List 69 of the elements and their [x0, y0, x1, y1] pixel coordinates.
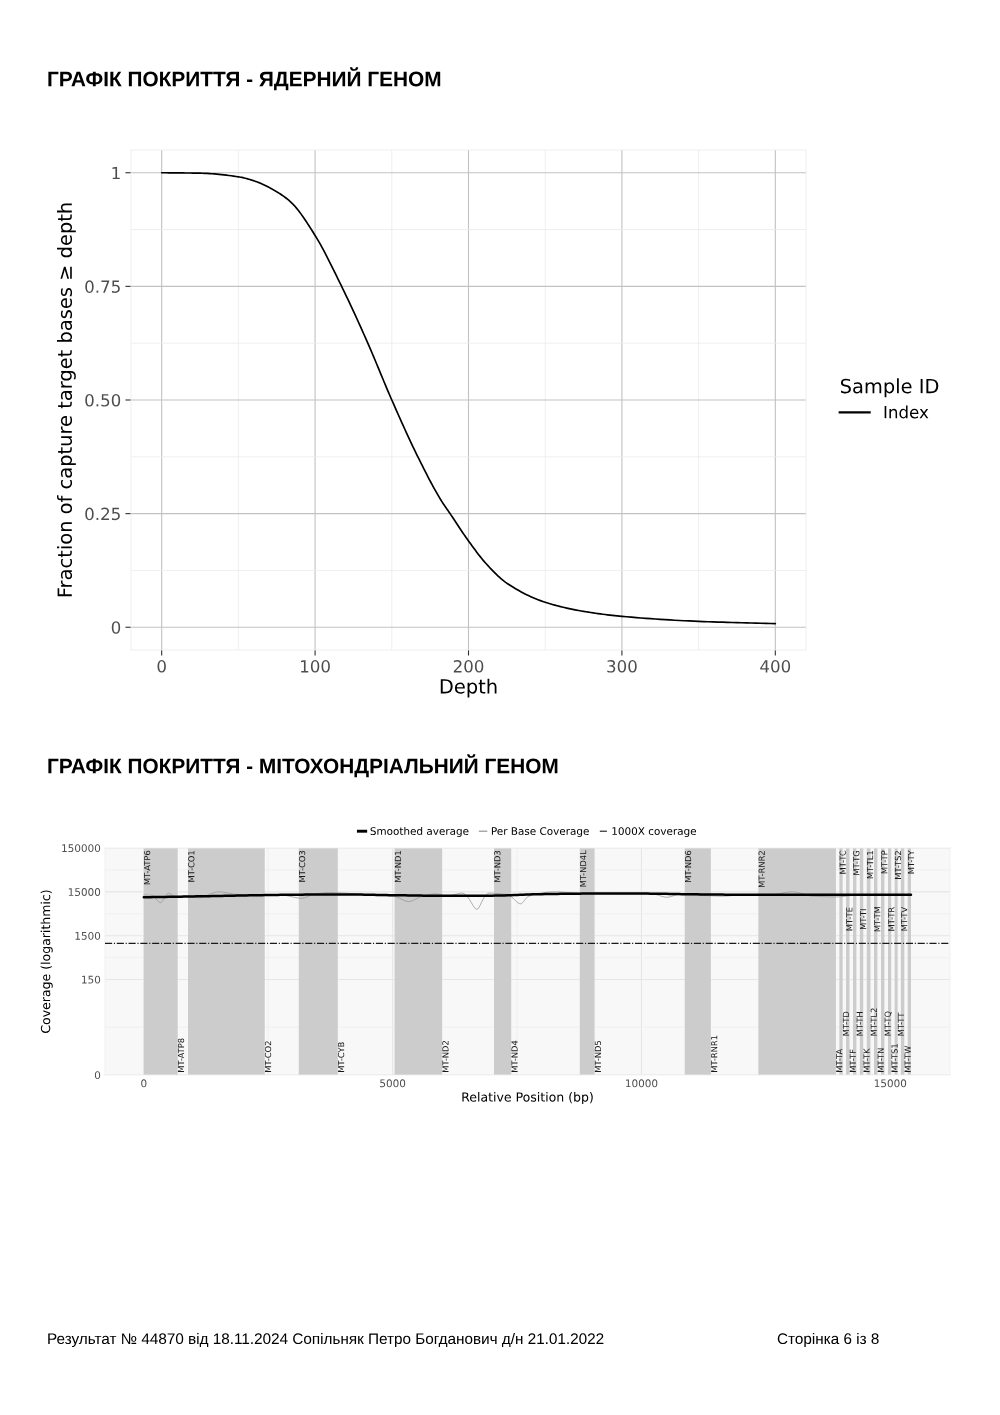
annotation: MT-CYB [337, 1042, 345, 1072]
legend-label: Index [884, 405, 929, 419]
x-tick-label: 5000 [380, 1079, 406, 1088]
band-label: MT-TI [860, 909, 867, 929]
band-label: MT-CO1 [188, 851, 195, 882]
annotation: MT-ND2 [442, 1041, 449, 1072]
band-label: MT-ND1 [394, 851, 401, 882]
chart-title: ГРАФІК ПОКРИТТЯ - ЯДЕРНИЙ ГЕНОМ [48, 67, 441, 91]
x-axis-title: Depth [440, 678, 497, 698]
annotation: MT-TA [836, 1048, 843, 1072]
legend-label: 1000X coverage [612, 827, 697, 838]
y-tick-label: 0.25 [85, 507, 120, 521]
band-label: MT-TS2 [894, 851, 902, 879]
annotation: MT-TQ [884, 1011, 892, 1036]
annotation: MT-ND5 [594, 1040, 602, 1072]
band-label: MT-TE [846, 907, 853, 931]
band-label: MT-TY [907, 850, 915, 874]
legend-title: Sample ID [840, 378, 939, 398]
annotation: MT-RNR1 [711, 1035, 718, 1072]
annotation: MT-TS1 [891, 1044, 898, 1072]
y-axis-title: Coverage (logarithmic) [40, 890, 53, 1033]
annotation: MT-TW [904, 1045, 911, 1072]
band-label: MT-TV [901, 906, 908, 931]
legend-label: Smoothed average [370, 826, 469, 838]
y-tick-label: 1500 [75, 931, 101, 940]
x-tick-label: 0 [157, 660, 166, 673]
annotation: MT-TN [877, 1048, 884, 1072]
x-tick-label: 400 [760, 660, 791, 673]
x-tick-label: 200 [453, 660, 484, 673]
band-label: MT-TG [853, 850, 860, 875]
annotation: MT-TK [863, 1048, 870, 1072]
text: Результат № 44870 від 18.11.2024 Сопільняк Петро Богданович д/н 21.01.2022 [48, 1332, 604, 1348]
annotation: MT-TF [849, 1049, 856, 1072]
annotation: MT-ND4 [511, 1040, 518, 1072]
annotation: MT-TL2 [870, 1008, 877, 1036]
x-tick-label: 0 [141, 1079, 147, 1088]
band-label: MT-CO3 [298, 850, 306, 882]
annotation: MT-TH [856, 1012, 863, 1036]
y-tick-label: 0 [111, 621, 121, 634]
band-label: MT-TM [874, 906, 881, 932]
x-tick-label: 15000 [874, 1079, 907, 1088]
band-label: MT-ND3 [494, 850, 501, 882]
y-tick-label: 0.75 [85, 280, 120, 293]
band-label: MT-ND6 [684, 850, 692, 882]
legend-label: Per Base Coverage [491, 827, 589, 838]
band-label: MT-TC [839, 850, 846, 874]
y-axis-title: Fraction of capture target bases ≥ depth [57, 203, 76, 597]
band-label: MT-ND4L [580, 850, 587, 887]
x-axis-title: Relative Position (bp) [462, 1092, 593, 1105]
band-label: MT-TL1 [867, 851, 874, 879]
y-tick-label: 0.50 [85, 393, 121, 407]
band-label: MT-TR [888, 907, 895, 931]
x-tick-label: 300 [607, 660, 637, 673]
x-tick-label: 10000 [626, 1079, 658, 1088]
y-tick-label: 1 [112, 166, 120, 180]
text: Сторінка 6 із 8 [777, 1332, 879, 1348]
y-tick-label: 15000 [68, 888, 101, 896]
annotation: MT-ATP8 [177, 1038, 185, 1072]
band-label: MT-ATP6 [143, 850, 151, 885]
chart-title: ГРАФІК ПОКРИТТЯ - МІТОХОНДРІАЛЬНИЙ ГЕНОМ [48, 754, 558, 778]
annotation: MT-TT [897, 1012, 904, 1036]
annotation: MT-CO2 [264, 1041, 272, 1072]
x-tick-label: 100 [301, 660, 330, 673]
band-label: MT-RNR2 [758, 851, 765, 888]
y-tick-label: 0 [94, 1071, 101, 1080]
band-label: MT-TP [881, 850, 888, 874]
y-tick-label: 150 [82, 975, 101, 984]
y-tick-label: 150000 [62, 844, 101, 853]
annotation: MT-TD [842, 1011, 849, 1036]
